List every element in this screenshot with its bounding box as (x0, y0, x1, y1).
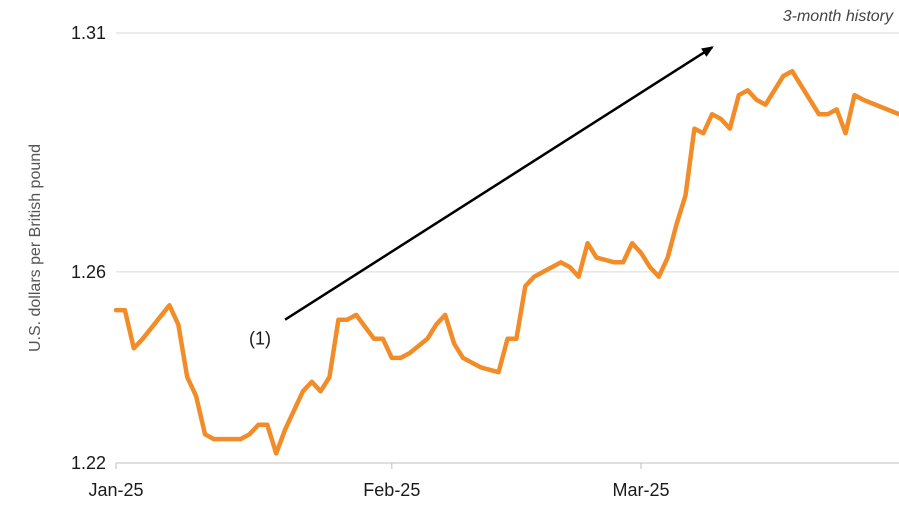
gridlines (116, 32, 899, 273)
y-tick-label: 1.31 (71, 23, 106, 43)
annotation-label: (1) (249, 329, 271, 349)
annotation-layer: (1) (249, 46, 714, 349)
axes: 1.22 1.26 1.31 Jan-25 Feb-25 Mar-25 (71, 23, 899, 500)
y-tick-label: 1.26 (71, 262, 106, 282)
x-tick-label: Mar-25 (612, 480, 669, 500)
y-axis-title: U.S. dollars per British pound (27, 144, 44, 352)
x-tick-label: Feb-25 (363, 480, 420, 500)
trend-arrow (284, 46, 714, 321)
chart-subtitle: 3-month history (783, 8, 894, 25)
x-tick-label: Jan-25 (88, 480, 143, 500)
y-tick-label: 1.22 (71, 453, 106, 473)
series-line (113, 68, 899, 456)
series-layer (113, 68, 899, 456)
